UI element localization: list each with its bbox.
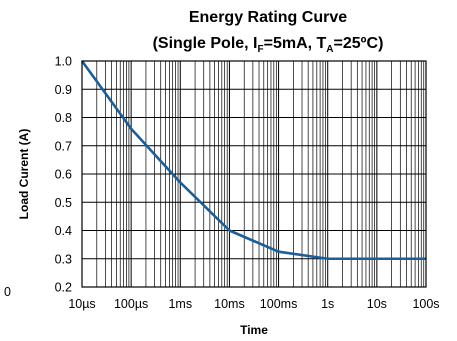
x-tick-label: 100s: [412, 297, 439, 311]
title-prefix: (Single Pole, I: [153, 35, 258, 52]
title-mid: =5mA, T: [264, 35, 327, 52]
x-tick-labels: 10µs 100µs 1ms 10ms 100ms 1s 10s 100s: [68, 297, 439, 311]
x-tick-label: 100ms: [260, 297, 298, 311]
x-tick-label: 1ms: [168, 297, 192, 311]
y-tick-label: 0.2: [55, 281, 72, 295]
chart-title-line1: Energy Rating Curve: [189, 9, 347, 26]
x-axis-title: Time: [240, 323, 268, 337]
title-subscript-a: A: [326, 44, 333, 55]
energy-rating-curve-line: [80, 60, 426, 261]
x-tick-label: 10µs: [68, 297, 95, 311]
y-tick-label: 0.5: [55, 196, 72, 210]
x-tick-label: 10ms: [214, 297, 245, 311]
y-tick-labels: 0.2 0.3 0.4 0.5 0.6 0.7 0.8 0.9 1.0: [55, 55, 72, 295]
title-suffix: =25ºC): [334, 35, 384, 52]
y-axis-title: Load Curent (A): [17, 129, 31, 220]
y-tick-label: 0.4: [55, 224, 72, 238]
series-layer: [80, 60, 426, 261]
stray-label: 0: [4, 285, 11, 299]
y-tick-label: 0.6: [55, 168, 72, 182]
grid: [81, 60, 426, 288]
y-tick-label: 0.8: [55, 111, 72, 125]
chart-title-line2: (Single Pole, IF=5mA, TA=25ºC): [153, 35, 384, 55]
x-tick-label: 1s: [321, 297, 334, 311]
title-subscript-f: F: [258, 44, 264, 55]
x-tick-label: 10s: [367, 297, 387, 311]
plot-frame: [81, 60, 427, 288]
y-tick-label: 0.7: [55, 139, 72, 153]
y-tick-label: 0.3: [55, 252, 72, 266]
y-tick-label: 1.0: [55, 55, 72, 69]
x-tick-label: 100µs: [114, 297, 148, 311]
y-tick-label: 0.9: [55, 83, 72, 97]
